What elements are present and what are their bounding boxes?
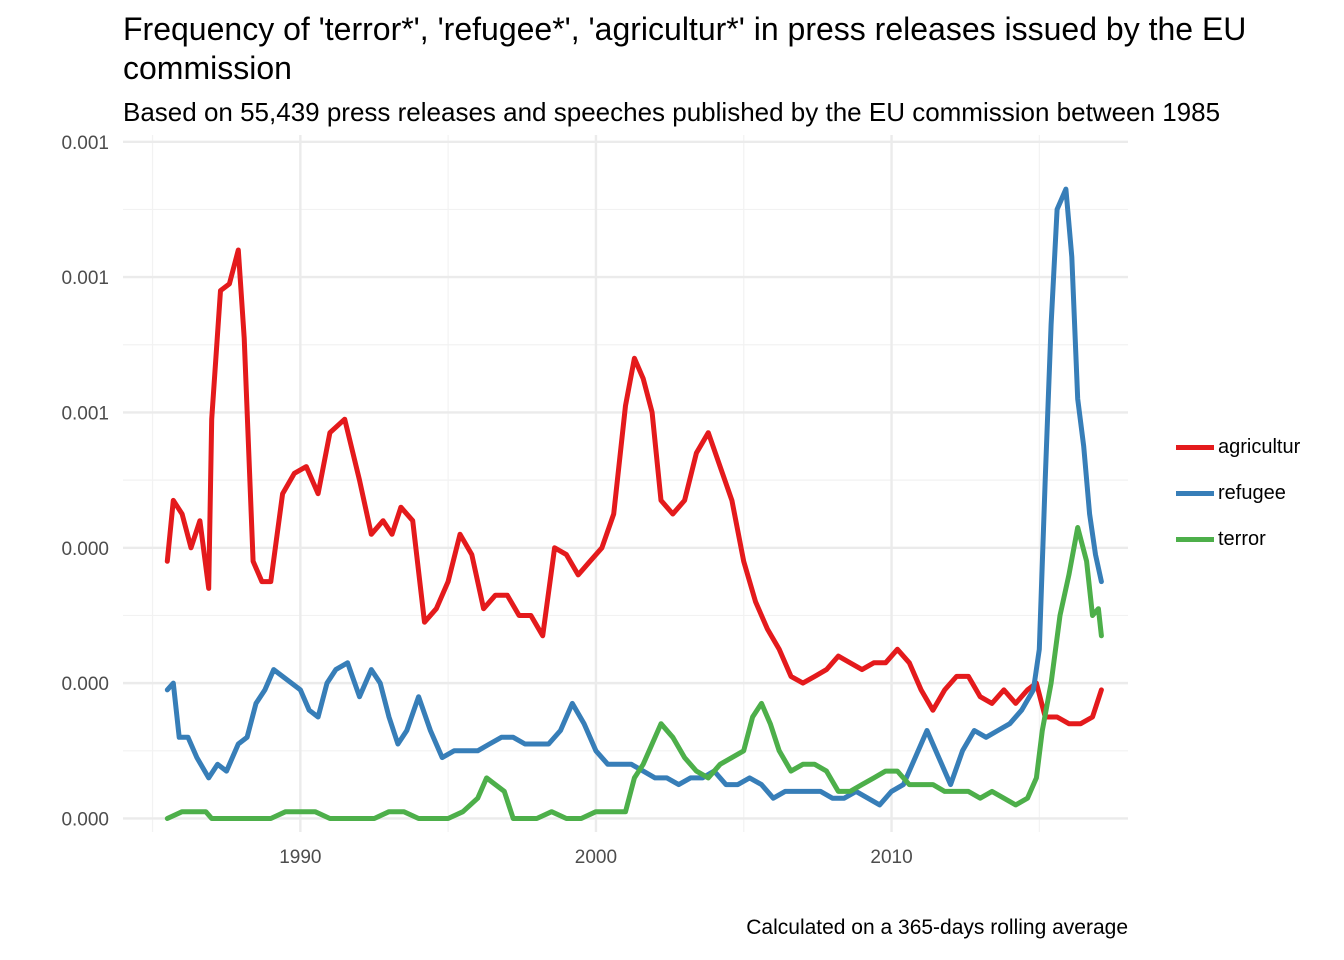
series-line-terror [164, 525, 1104, 821]
legend-label: terror [1218, 527, 1266, 550]
x-tick-label: 2010 [870, 847, 912, 868]
y-axis: 0.000 0.000 0.000 0.001 0.001 0.001 [61, 133, 109, 831]
legend-item-terror: terror [1176, 516, 1300, 562]
legend-swatch [1176, 536, 1214, 542]
legend-item-refugee: refugee [1176, 470, 1300, 516]
legend-label: refugee [1218, 481, 1286, 504]
y-tick-label: 0.001 [61, 268, 109, 289]
grid [123, 135, 1128, 832]
y-tick-label: 0.001 [61, 403, 109, 424]
legend-swatch [1176, 444, 1214, 450]
x-axis: 1990 2000 2010 [279, 847, 912, 868]
chart-title: Frequency of 'terror*', 'refugee*', 'agr… [123, 11, 1247, 86]
y-tick-label: 0.001 [61, 133, 109, 154]
chart-caption: Calculated on a 365-days rolling average [746, 916, 1128, 939]
series-line-agricultur [164, 247, 1104, 727]
y-tick-label: 0.000 [61, 539, 109, 560]
legend-label: agricultur [1218, 435, 1301, 458]
x-tick-label: 1990 [279, 847, 321, 868]
legend: agricultur refugee terror [1176, 424, 1300, 562]
series-line-refugee [164, 186, 1104, 808]
chart-subtitle: Based on 55,439 press releases and speec… [123, 97, 1221, 127]
x-tick-label: 2000 [575, 847, 617, 868]
series-lines [164, 186, 1104, 821]
legend-swatch [1176, 490, 1214, 496]
y-tick-label: 0.000 [61, 674, 109, 695]
legend-item-agricultur: agricultur [1176, 424, 1300, 470]
y-tick-label: 0.000 [61, 809, 109, 830]
